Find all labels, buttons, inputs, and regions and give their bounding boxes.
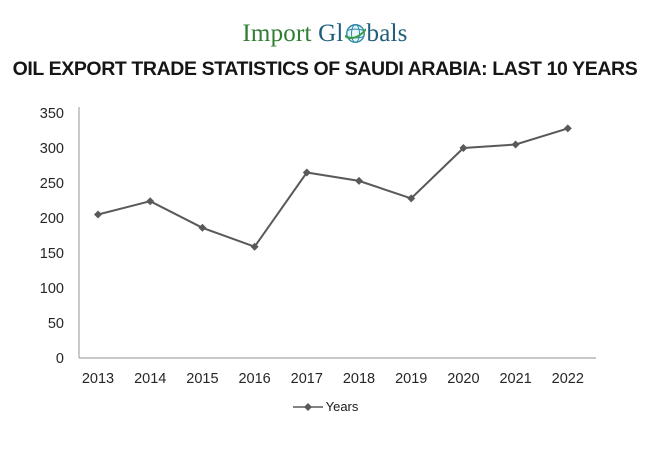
data-series-line xyxy=(97,127,569,248)
x-tick-label: 2015 xyxy=(186,371,218,387)
data-point-marker xyxy=(563,124,572,133)
chart-title: OIL EXPORT TRADE STATISTICS OF SAUDI ARA… xyxy=(12,58,638,80)
x-tick-label: 2019 xyxy=(395,371,427,387)
y-tick-label: 200 xyxy=(40,211,64,227)
legend-label: Years xyxy=(325,399,359,414)
y-tick-label: 50 xyxy=(48,316,64,332)
x-tick-label: 2022 xyxy=(552,371,584,387)
x-tick-label: 2018 xyxy=(343,371,375,387)
y-tick-label: 150 xyxy=(40,246,64,262)
y-tick-label: 0 xyxy=(56,351,64,367)
logo-text-import: Import xyxy=(242,20,312,47)
y-tick-label: 100 xyxy=(40,281,64,297)
x-tick-label: 2017 xyxy=(291,371,323,387)
logo-text-bals: bals xyxy=(366,20,408,47)
y-tick-label: 250 xyxy=(40,176,64,192)
x-tick-label: 2013 xyxy=(82,371,114,387)
x-tick-label: 2014 xyxy=(134,371,166,387)
logo: Import Gl bals xyxy=(0,20,650,48)
data-point-marker xyxy=(407,194,416,203)
data-point-marker xyxy=(302,168,311,177)
x-tick-label: 2020 xyxy=(447,371,479,387)
data-point-marker xyxy=(94,210,102,219)
chart-legend: Years xyxy=(0,399,650,414)
data-point-marker xyxy=(198,223,207,232)
globe-icon xyxy=(343,23,367,44)
x-tick-label: 2016 xyxy=(238,371,270,387)
y-tick-label: 350 xyxy=(40,106,64,122)
data-point-marker xyxy=(511,140,520,149)
line-chart: 0 50 100 150 200 250 300 350 2013 2014 2015 2016 201… xyxy=(40,106,596,387)
y-tick-label: 300 xyxy=(40,141,64,157)
x-tick-label: 2021 xyxy=(499,371,531,387)
data-point-marker xyxy=(250,242,259,251)
legend-line-marker-icon xyxy=(292,402,323,411)
data-point-marker xyxy=(355,176,363,185)
logo-text-gl: Gl xyxy=(318,20,344,47)
data-point-marker xyxy=(146,197,155,206)
data-point-marker xyxy=(459,144,468,152)
